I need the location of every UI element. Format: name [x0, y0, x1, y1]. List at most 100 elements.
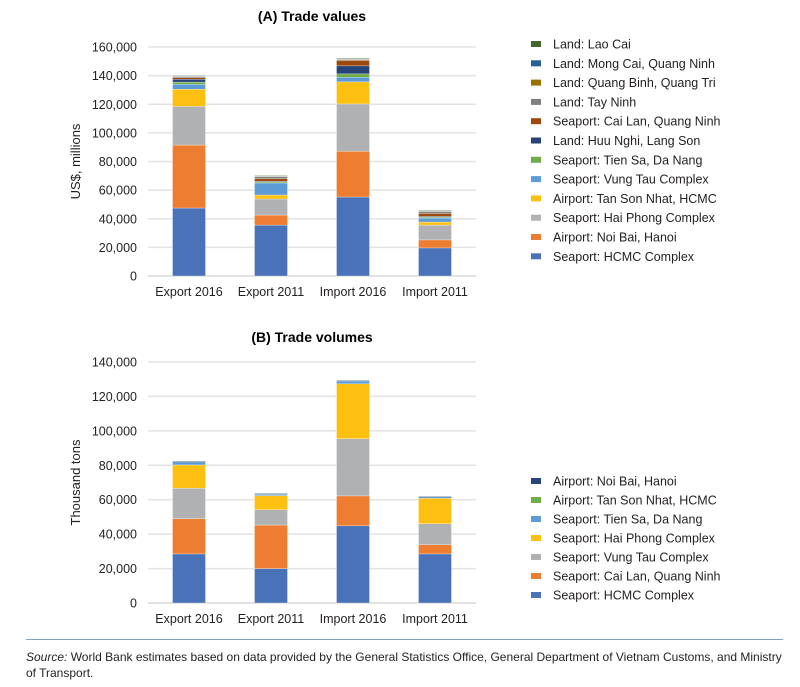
bar-segment — [172, 144, 206, 209]
bar-segment — [336, 57, 370, 59]
legend-swatch — [531, 253, 541, 260]
bar-segment — [254, 178, 288, 182]
source-label: Source: — [26, 650, 68, 664]
bar-segment — [254, 214, 288, 226]
y-tick-label: 20,000 — [99, 562, 137, 576]
source-divider — [26, 639, 783, 640]
chart-title: (A) Trade values — [258, 8, 366, 24]
y-tick-label: 60,000 — [99, 493, 137, 507]
bar-segment — [336, 380, 370, 385]
legend-label: Seaport: Hai Phong Complex — [553, 532, 716, 546]
bar-segment — [418, 553, 452, 604]
chart-trade-volumes: (B) Trade volumes 0 20,000 40,000 60,000 80,0… — [68, 329, 721, 626]
y-tick-label: 40,000 — [99, 528, 137, 542]
bar-segment — [172, 207, 206, 277]
legend-swatch — [531, 478, 541, 484]
legend-swatch — [531, 516, 541, 522]
bar-segment — [254, 198, 288, 216]
y-tick-label: 0 — [130, 597, 137, 611]
bar-segment — [336, 60, 370, 67]
figure: (A) Trade values 0 20,000 40,000 60,000 80,00… — [68, 8, 721, 626]
y-tick-label: 20,000 — [99, 241, 137, 255]
y-tick-label: 160,000 — [92, 41, 137, 55]
bar-segment — [254, 182, 288, 196]
legend-swatch — [531, 535, 541, 541]
bar-segment — [336, 383, 370, 439]
x-tick-label: Import 2016 — [320, 285, 387, 299]
legend-swatch — [531, 176, 541, 183]
bar-segment — [336, 73, 370, 78]
bar-segment — [336, 103, 370, 152]
chart-title: (B) Trade volumes — [251, 329, 373, 345]
legend-label: Airport: Noi Bai, Hanoi — [553, 475, 677, 489]
bar-segment — [418, 213, 452, 217]
bar-segment — [418, 216, 452, 219]
bar-segment — [418, 247, 452, 277]
bar-segment — [254, 175, 288, 177]
legend-label: Land: Tay Ninh — [553, 95, 636, 109]
source-note: Source: World Bank estimates based on da… — [26, 649, 786, 681]
bar-segment — [172, 89, 206, 107]
x-tick-label: Import 2011 — [402, 612, 468, 626]
bar-segment — [336, 379, 370, 381]
bar-segment — [172, 460, 206, 462]
bar-segment — [172, 106, 206, 146]
bar-segment — [418, 523, 452, 545]
legend-label: Seaport: Cai Lan, Quang Ninh — [553, 570, 721, 584]
x-tick-label: Export 2011 — [238, 612, 305, 626]
x-tick-label: Export 2016 — [155, 612, 222, 626]
bar-segment — [336, 81, 370, 105]
legend-swatch — [531, 195, 541, 202]
legend-swatch — [531, 98, 541, 105]
bar-segment — [418, 224, 452, 241]
legend-swatch — [531, 497, 541, 503]
legend-swatch — [531, 554, 541, 560]
bar-segment — [172, 488, 206, 519]
legend-label: Airport: Tan Son Nhat, HCMC — [553, 192, 717, 206]
legend-swatch — [531, 156, 541, 163]
legend-label: Airport: Noi Bai, Hanoi — [553, 231, 677, 245]
bar-segment — [172, 553, 206, 604]
bar-segment — [336, 151, 370, 198]
legend-label: Seaport: Cai Lan, Quang Ninh — [553, 115, 721, 129]
legend-swatch — [531, 118, 541, 125]
bar-segment — [172, 518, 206, 555]
legend-label: Seaport: Tien Sa, Da Nang — [553, 513, 702, 527]
legend-label: Seaport: HCMC Complex — [553, 250, 695, 264]
y-tick-label: 60,000 — [99, 184, 137, 198]
legend-label: Seaport: HCMC Complex — [553, 589, 695, 603]
bar-segment — [254, 495, 288, 510]
bar-segment — [254, 194, 288, 200]
y-tick-label: 80,000 — [99, 155, 137, 169]
legend-label: Seaport: Vung Tau Complex — [553, 551, 709, 565]
legend-label: Land: Huu Nghi, Lang Son — [553, 134, 700, 148]
x-tick-label: Import 2016 — [320, 612, 387, 626]
bar-segment — [254, 493, 288, 495]
bar-segment — [172, 464, 206, 489]
legend-swatch — [531, 214, 541, 221]
legend-swatch — [531, 573, 541, 579]
bar-segment — [336, 65, 370, 75]
bar-segment — [418, 221, 452, 226]
y-tick-label: 80,000 — [99, 459, 137, 473]
legend-label: Land: Mong Cai, Quang Ninh — [553, 57, 715, 71]
legend-swatch — [531, 79, 541, 86]
bar-segment — [418, 239, 452, 249]
legend-label: Land: Lao Cai — [553, 38, 631, 52]
y-tick-label: 140,000 — [92, 69, 137, 83]
bar-segment — [418, 495, 452, 497]
bar-segment — [336, 525, 370, 604]
legend-label: Seaport: Hai Phong Complex — [553, 211, 716, 225]
y-axis-label: Thousand tons — [68, 439, 83, 526]
legend-label: Seaport: Tien Sa, Da Nang — [553, 153, 702, 167]
bar-segment — [336, 196, 370, 277]
bar-segment — [418, 217, 452, 223]
y-tick-label: 40,000 — [99, 212, 137, 226]
bar-segment — [418, 544, 452, 555]
bar-segment — [172, 84, 206, 90]
y-tick-label: 120,000 — [92, 98, 137, 112]
bar-segment — [336, 77, 370, 83]
y-tick-label: 100,000 — [92, 126, 137, 140]
legend-swatch — [531, 592, 541, 598]
bar-segment — [172, 75, 206, 76]
